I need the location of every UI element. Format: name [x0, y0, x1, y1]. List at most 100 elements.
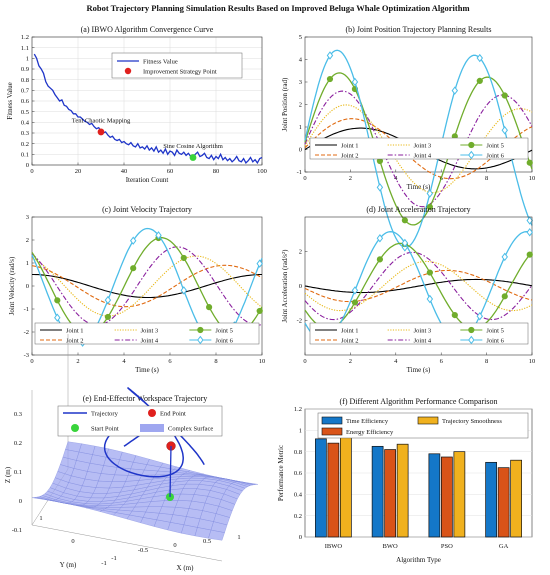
x-tick-label: 0	[30, 358, 33, 365]
panel-title: (b) Joint Position Trajectory Planning R…	[345, 25, 491, 34]
legend-label: Joint 6	[215, 337, 233, 344]
y-tick-label: 0.7	[21, 88, 30, 95]
joint-5-marker	[256, 307, 263, 315]
bar-time-efficiency	[371, 445, 384, 538]
surface-cell	[180, 488, 197, 495]
x-axis-label: X (m)	[177, 564, 195, 572]
y-tick-label: 0.1	[21, 152, 29, 159]
joint-4-curve	[304, 90, 533, 208]
y-tick-label: 1	[299, 124, 302, 131]
surface-cell	[85, 501, 103, 505]
joint-6-marker	[129, 236, 137, 245]
surface-cell	[111, 474, 129, 482]
y-tick-label: 0.6	[294, 470, 303, 477]
surface-cell	[175, 500, 192, 509]
joint-5-marker	[501, 293, 508, 300]
joint-6-marker	[476, 53, 484, 63]
x-tick-label: 2	[349, 358, 352, 365]
legend-marker	[197, 326, 204, 334]
y-tick-label: 0.2	[294, 513, 302, 520]
panel-f-performance: 0 0.2 0.4 0.6 0.8 1 1.2 (f) Different Algorithm…	[277, 397, 533, 564]
joint-5-marker	[104, 313, 112, 321]
annotation: Sine Cosine Algorithm	[163, 143, 223, 150]
y-tick-label: 0.5	[21, 109, 29, 116]
x-tick-label: -0.5	[138, 547, 148, 554]
x-tick-label: -1	[111, 555, 116, 562]
legend-swatch	[321, 416, 343, 425]
category-label: PSO	[441, 543, 453, 550]
legend-a: Fitness Value Improvement Strategy Point	[111, 52, 243, 79]
x-tick-label: 2	[349, 175, 352, 182]
y-tick-label: 0	[299, 147, 302, 154]
joint-2-curve	[31, 264, 263, 308]
y-tick-label: 0.6	[21, 98, 30, 105]
y-tick-label: 1.2	[294, 406, 302, 413]
legend-swatch-start	[71, 424, 79, 432]
legend-label: Joint 5	[215, 327, 233, 334]
legend-b: Joint 1 Joint 2 Joint 3 Joint 4 Joint 5 Joint…	[309, 137, 529, 159]
joint-5-marker	[501, 92, 508, 99]
z-tick-label: 0	[19, 498, 22, 505]
category-label: GA	[499, 543, 509, 550]
joint-5-marker	[206, 304, 213, 311]
x-tick-label: 8	[485, 358, 488, 365]
y-tick-label: -2	[297, 318, 302, 325]
y-tick-label: 0	[299, 534, 302, 541]
legend-label: Joint 5	[486, 142, 504, 149]
legend-swatch-surface	[140, 424, 164, 432]
y-tick-label: 0	[26, 162, 29, 169]
bar-energy-efficiency	[327, 442, 340, 538]
surface-cell	[241, 481, 259, 485]
joint-6-marker	[476, 311, 484, 321]
legend-label: Energy Efficiency	[346, 429, 394, 436]
legend-d: Joint 1 Joint 2 Joint 3 Joint 4 Joint 5 Joint…	[309, 322, 529, 345]
joint-6-marker	[426, 294, 434, 304]
legend-box	[34, 322, 260, 345]
y-axis-label: Performance Metric	[277, 445, 285, 501]
x-tick-label: 60	[167, 168, 174, 175]
panel-c: 0 2 4 6 8 10 -3 -2 -1 0 1 2 3 (c) Joint Velocity Traj…	[8, 205, 265, 374]
y-tick-label: 4	[299, 57, 303, 64]
joint-6-marker	[426, 189, 434, 198]
legend-label: Joint 2	[341, 152, 359, 159]
surface-cell	[182, 483, 200, 489]
x-tick-label: 80	[213, 168, 220, 175]
joint-6-marker	[526, 228, 533, 237]
joint-3-curve	[304, 104, 533, 194]
legend-marker	[468, 335, 475, 345]
strategy-point	[97, 128, 105, 136]
legend-label: Time Efficiency	[346, 418, 389, 425]
y-tick-label: 0.9	[21, 66, 29, 73]
panel-title: (a) IBWO Algorithm Convergence Curve	[81, 25, 214, 34]
surface-cell	[93, 487, 110, 494]
legend-swatch-point	[124, 67, 132, 75]
panel-e-workspace: (e) End-Effector Workspace Trajectory -0.…	[4, 334, 259, 572]
fitness-curve	[33, 53, 263, 165]
y-tick-label: 1.1	[21, 45, 29, 52]
joint-1-curve	[32, 273, 262, 299]
bar-trajectory-smoothness	[396, 443, 409, 538]
x-tick-label: 8	[485, 175, 488, 182]
legend-label: End Point	[160, 411, 186, 418]
figure-title: Robot Trajectory Planning Simulation Res…	[86, 3, 469, 13]
panel-title: (f) Different Algorithm Performance Comp…	[339, 397, 497, 406]
y-axis-label: Joint Velocity (rad/s)	[8, 256, 16, 315]
x-tick-label: 40	[121, 168, 128, 175]
y-tick-label: -3	[24, 352, 29, 359]
joint-5-curve	[31, 237, 263, 335]
joint-6-marker	[376, 234, 384, 243]
joint-1-curve	[304, 278, 533, 294]
legend-label: Joint 6	[486, 152, 504, 159]
z-axis-label: Z (m)	[4, 466, 12, 483]
y-tick-label: -1	[101, 560, 106, 567]
bar-energy-efficiency	[497, 467, 510, 538]
legend-swatch-end	[148, 409, 156, 417]
joint-6-marker	[526, 216, 533, 225]
y-tick-label: 0.2	[21, 141, 29, 148]
y-tick-label: 0.4	[21, 120, 30, 127]
joint-6-marker	[401, 238, 409, 248]
joint-6-marker	[54, 313, 61, 322]
y-tick-label: 0.4	[294, 492, 303, 499]
panel-d: 0 2 4 6 8 10 -2 0 2 (d) Joint Acceleration Trajec…	[281, 205, 535, 374]
joint-5-marker	[54, 297, 61, 304]
